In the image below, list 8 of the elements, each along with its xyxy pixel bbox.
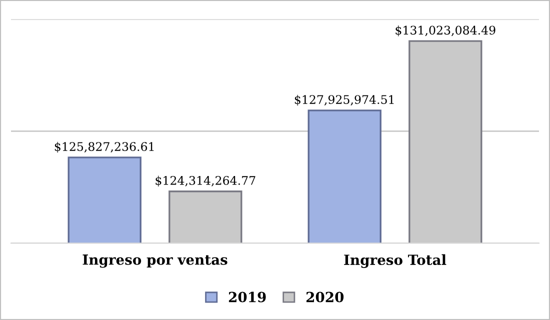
data-label: $124,314,264.77 xyxy=(156,176,256,186)
legend-label: 2020 xyxy=(306,292,344,302)
legend-label: 2019 xyxy=(228,292,266,302)
data-label: $127,925,974.51 xyxy=(294,94,394,106)
x-tick-label: Ingreso por ventas xyxy=(82,254,228,268)
data-label: $125,827,236.61 xyxy=(54,142,154,153)
data-label: $131,023,084.49 xyxy=(396,25,496,36)
x-tick-label: Ingreso Total xyxy=(344,254,446,268)
